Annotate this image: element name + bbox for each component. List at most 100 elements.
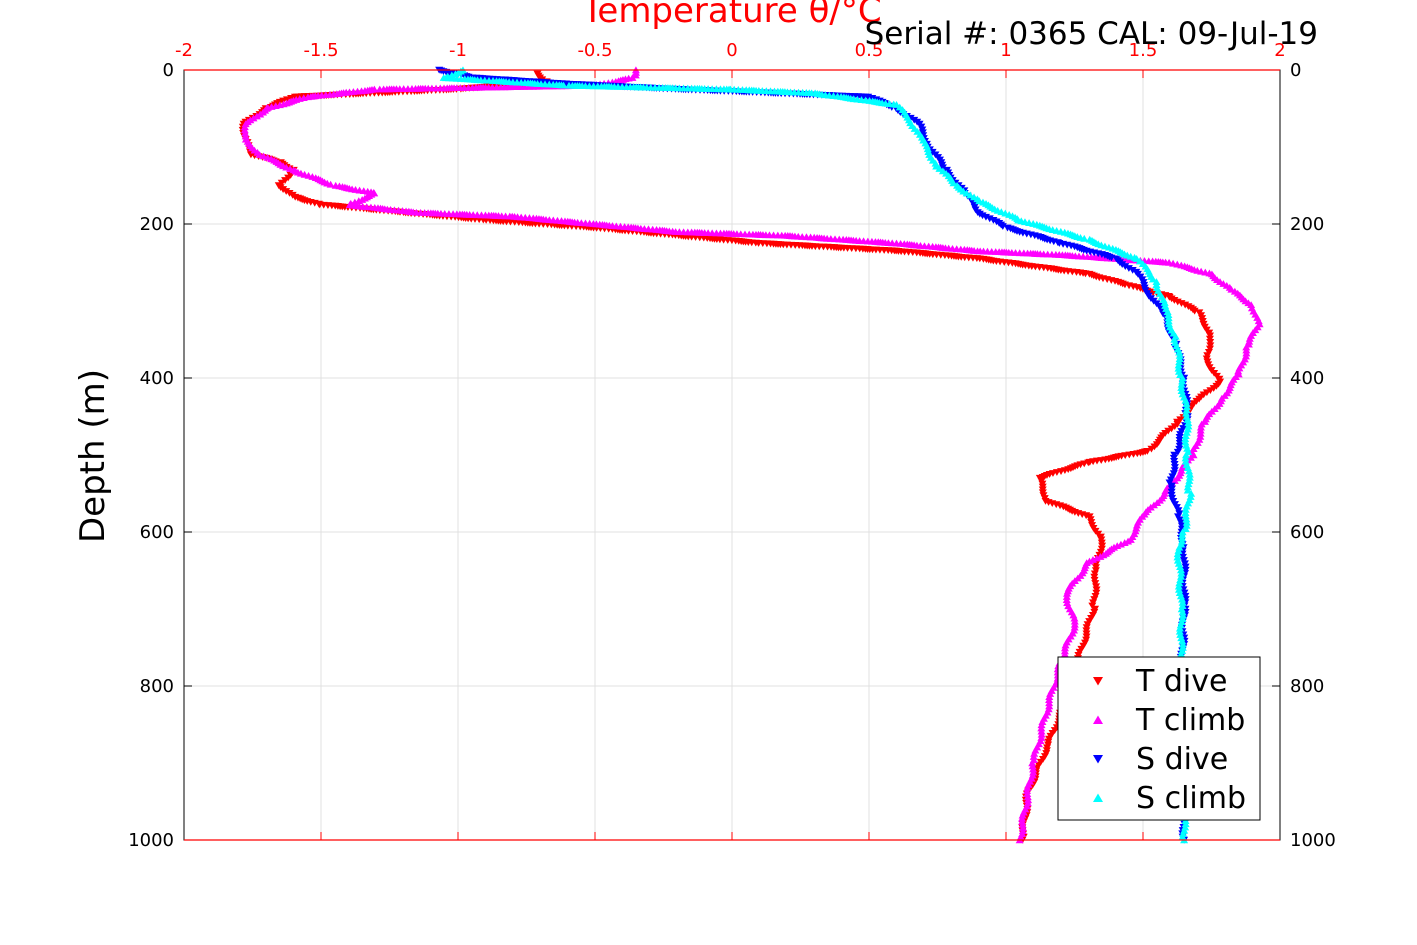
data-point <box>1182 518 1191 526</box>
legend-label: T climb <box>1135 703 1245 738</box>
data-point <box>1178 595 1187 603</box>
data-point <box>1178 608 1187 616</box>
y-tick-labels: 0 0 200 200 400 400 600 600 800 800 1000 1000 <box>128 60 1336 851</box>
data-point <box>1196 429 1205 437</box>
data-point <box>1028 762 1037 770</box>
y-tick-label-right: 600 <box>1290 522 1324 543</box>
legend-label: S dive <box>1136 742 1228 777</box>
data-point <box>1196 423 1205 431</box>
data-point <box>1177 380 1186 388</box>
data-point <box>1037 724 1046 732</box>
data-point <box>1197 420 1206 428</box>
data-point <box>1181 435 1190 443</box>
data-point <box>1176 621 1185 629</box>
data-point <box>1177 384 1186 391</box>
data-point <box>1045 702 1054 710</box>
data-point <box>1070 623 1079 631</box>
data-point <box>1182 515 1191 523</box>
legend-marker <box>1093 755 1103 764</box>
y-tick-label-right: 1000 <box>1290 830 1336 851</box>
data-point <box>1029 768 1038 776</box>
data-point <box>1070 614 1079 622</box>
data-point <box>1023 787 1032 794</box>
x-tick-label: -1.5 <box>303 40 338 61</box>
grid-lines <box>183 69 1281 841</box>
data-point <box>1177 566 1186 574</box>
data-point <box>1037 730 1046 738</box>
data-point <box>1174 585 1183 593</box>
data-point <box>1182 451 1191 459</box>
data-point <box>1018 821 1027 828</box>
data-point <box>1182 403 1191 411</box>
data-point <box>241 132 250 140</box>
data-point <box>1184 480 1193 488</box>
data-point <box>1177 569 1186 577</box>
legend-marker <box>1093 793 1103 802</box>
legend-label: T dive <box>1135 664 1227 699</box>
data-point <box>1175 627 1184 635</box>
data-point <box>1182 400 1191 407</box>
data-point <box>1037 727 1046 735</box>
data-point <box>1173 553 1182 561</box>
y-axis-label: Depth (m) <box>73 369 113 543</box>
data-point <box>1177 572 1186 580</box>
data-point <box>1163 308 1172 315</box>
data-point <box>1023 784 1032 791</box>
data-point <box>1182 521 1191 529</box>
x-tick-labels: -2 -1.5 -1 -0.5 0 0.5 1 1.5 2 <box>175 40 1286 61</box>
data-point <box>1160 299 1169 306</box>
data-point <box>1242 349 1251 357</box>
data-point <box>1023 793 1032 801</box>
data-point <box>1147 445 1156 453</box>
x-tick-label: 0 <box>726 40 737 61</box>
data-point <box>1209 385 1218 392</box>
y-tick-label-left: 800 <box>140 676 174 697</box>
data-point <box>1245 334 1254 342</box>
data-point <box>1174 582 1183 590</box>
data-point <box>1234 367 1243 375</box>
data-point <box>241 120 250 128</box>
x-tick-label: -1 <box>449 40 467 61</box>
data-point <box>1164 317 1173 325</box>
legend-marker <box>1093 715 1103 724</box>
y-tick-label-right: 0 <box>1290 60 1301 81</box>
data-point <box>949 179 958 187</box>
data-point <box>1187 489 1196 497</box>
data-point <box>1121 263 1130 270</box>
data-point <box>1023 790 1032 797</box>
data-point <box>1080 234 1089 242</box>
data-point <box>1182 409 1191 417</box>
data-point <box>1124 265 1133 272</box>
data-point <box>1178 611 1187 619</box>
data-point <box>1175 624 1184 632</box>
data-point <box>1128 267 1137 274</box>
data-point <box>1183 416 1192 423</box>
data-point <box>1175 348 1184 356</box>
data-point <box>1018 817 1027 825</box>
data-point <box>923 145 932 153</box>
data-point <box>1182 406 1191 414</box>
data-point <box>1063 590 1072 597</box>
data-point <box>1245 337 1254 345</box>
data-point <box>1174 364 1183 372</box>
data-point <box>241 129 250 137</box>
y-tick-label-left: 400 <box>140 368 174 389</box>
data-point <box>1060 650 1069 658</box>
data-point <box>1177 605 1186 613</box>
data-point <box>1185 467 1194 475</box>
data-point <box>1185 477 1194 484</box>
legend-box <box>1057 656 1261 821</box>
x-tick-label: -0.5 <box>577 40 612 61</box>
x-tick-label: 2 <box>1274 40 1285 61</box>
data-point <box>559 81 568 89</box>
x-tick-label: 1 <box>1000 40 1011 61</box>
data-point <box>1181 512 1190 520</box>
data-point <box>1037 721 1046 729</box>
y-tick-label-left: 200 <box>140 214 174 235</box>
data-point <box>1174 547 1183 554</box>
data-point <box>1177 537 1186 545</box>
data-point <box>1170 335 1179 343</box>
x-axis-label: Temperature θ/°C <box>581 0 881 31</box>
data-point <box>1184 422 1193 430</box>
